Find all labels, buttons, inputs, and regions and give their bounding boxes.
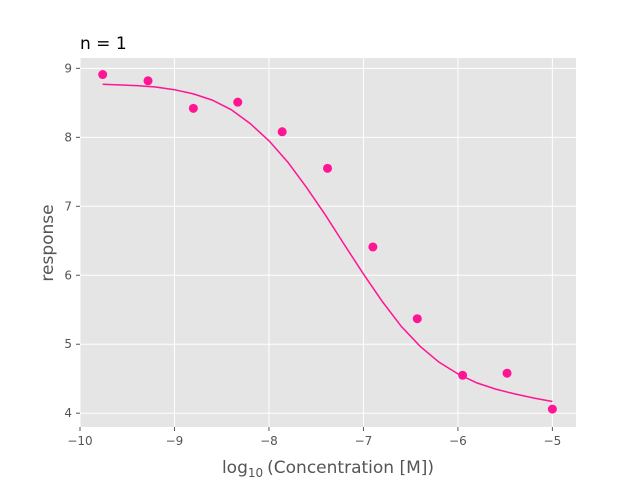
x-axis-label: log10 (Concentration [M]) bbox=[222, 458, 434, 480]
data-point bbox=[547, 404, 557, 414]
data-point bbox=[502, 368, 512, 378]
data-series bbox=[98, 70, 557, 414]
x-tick-label: −9 bbox=[166, 434, 184, 448]
y-tick-label: 6 bbox=[64, 268, 72, 282]
y-tick-label: 8 bbox=[64, 130, 72, 144]
x-tick-label: −7 bbox=[355, 434, 373, 448]
x-tick-label: −10 bbox=[67, 434, 92, 448]
grid-lines bbox=[79, 58, 576, 427]
y-axis-label: response bbox=[38, 204, 58, 281]
plot-panel bbox=[80, 58, 576, 427]
x-axis-label-log: log bbox=[222, 458, 248, 478]
y-tick-label: 9 bbox=[64, 61, 72, 75]
data-point bbox=[368, 242, 378, 252]
data-point bbox=[143, 76, 153, 86]
data-point bbox=[98, 70, 108, 80]
x-tick-label: −8 bbox=[260, 434, 278, 448]
y-tick-label: 7 bbox=[64, 199, 72, 213]
y-tick-label: 4 bbox=[64, 406, 72, 420]
data-point bbox=[188, 103, 198, 113]
x-axis-label-subscript: 10 bbox=[248, 466, 263, 480]
fit-curve bbox=[102, 83, 553, 403]
data-point bbox=[458, 370, 468, 380]
data-point bbox=[412, 314, 422, 324]
axis-ticks: −10 −9 −8 −7 −6 −5 4 5 6 7 8 9 bbox=[64, 61, 561, 448]
data-point bbox=[233, 97, 243, 107]
chart-title: n = 1 bbox=[80, 34, 127, 54]
x-axis-label-text: (Concentration [M]) bbox=[267, 458, 434, 478]
x-tick-label: −6 bbox=[449, 434, 467, 448]
y-tick-label: 5 bbox=[64, 337, 72, 351]
x-tick-label: −5 bbox=[544, 434, 562, 448]
data-point bbox=[277, 127, 287, 137]
data-point bbox=[323, 163, 333, 173]
